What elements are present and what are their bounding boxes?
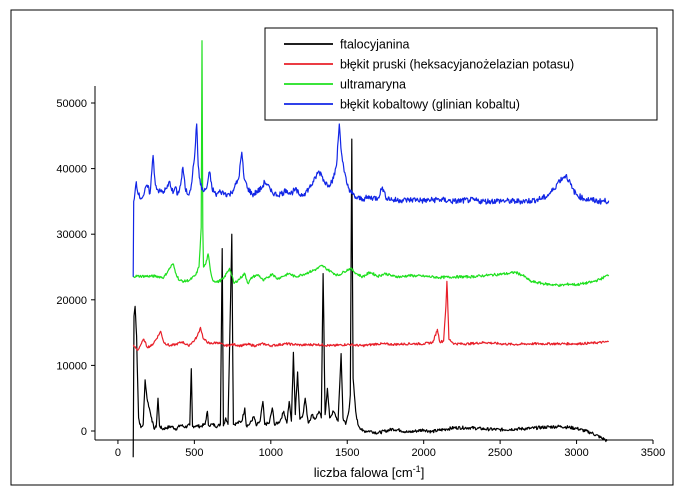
legend-entries: ftalocyjanina błękit pruski (heksacyjanoż… (284, 38, 574, 112)
x-tick-label: 1500 (335, 447, 359, 459)
plot-frame (10, 9, 674, 486)
y-tick-label: 50000 (56, 98, 87, 110)
y-tick-label: 30000 (56, 229, 87, 241)
y-tick-label: 40000 (56, 164, 87, 176)
legend-label: błękit pruski (heksacyjanożelazian potas… (340, 58, 574, 72)
x-axis-ticks: 0 500 1000 1500 2000 2500 3000 3500 (115, 440, 665, 459)
series-line (132, 138, 608, 458)
series-line (132, 280, 610, 351)
legend-label: ultramaryna (340, 78, 406, 92)
y-tick-label: 0 (81, 426, 87, 438)
series-layer (132, 40, 610, 458)
x-tick-label: 0 (115, 447, 121, 459)
x-axis-title-superscript: -1 (413, 464, 421, 474)
legend-label: ftalocyjanina (340, 38, 410, 52)
x-tick-label: 2000 (411, 447, 435, 459)
x-tick-label: 2500 (488, 447, 512, 459)
x-axis-title: liczba falowa [cm-1] (314, 464, 425, 480)
series-line (132, 123, 610, 277)
y-axis-ticks: 0 10000 20000 30000 40000 50000 (56, 98, 95, 438)
y-tick-label: 10000 (56, 360, 87, 372)
x-tick-label: 500 (185, 447, 203, 459)
y-tick-label: 20000 (56, 295, 87, 307)
legend: ftalocyjanina błękit pruski (heksacyjanoż… (264, 27, 658, 121)
legend-label: błękit kobaltowy (glinian kobaltu) (340, 98, 520, 112)
x-axis-title-text: liczba falowa [cm (314, 465, 413, 480)
x-tick-label: 3000 (564, 447, 588, 459)
x-tick-label: 1000 (259, 447, 283, 459)
series-line (132, 40, 610, 287)
x-tick-label: 3500 (641, 447, 665, 459)
x-axis-title-bracket: ] (421, 465, 425, 480)
